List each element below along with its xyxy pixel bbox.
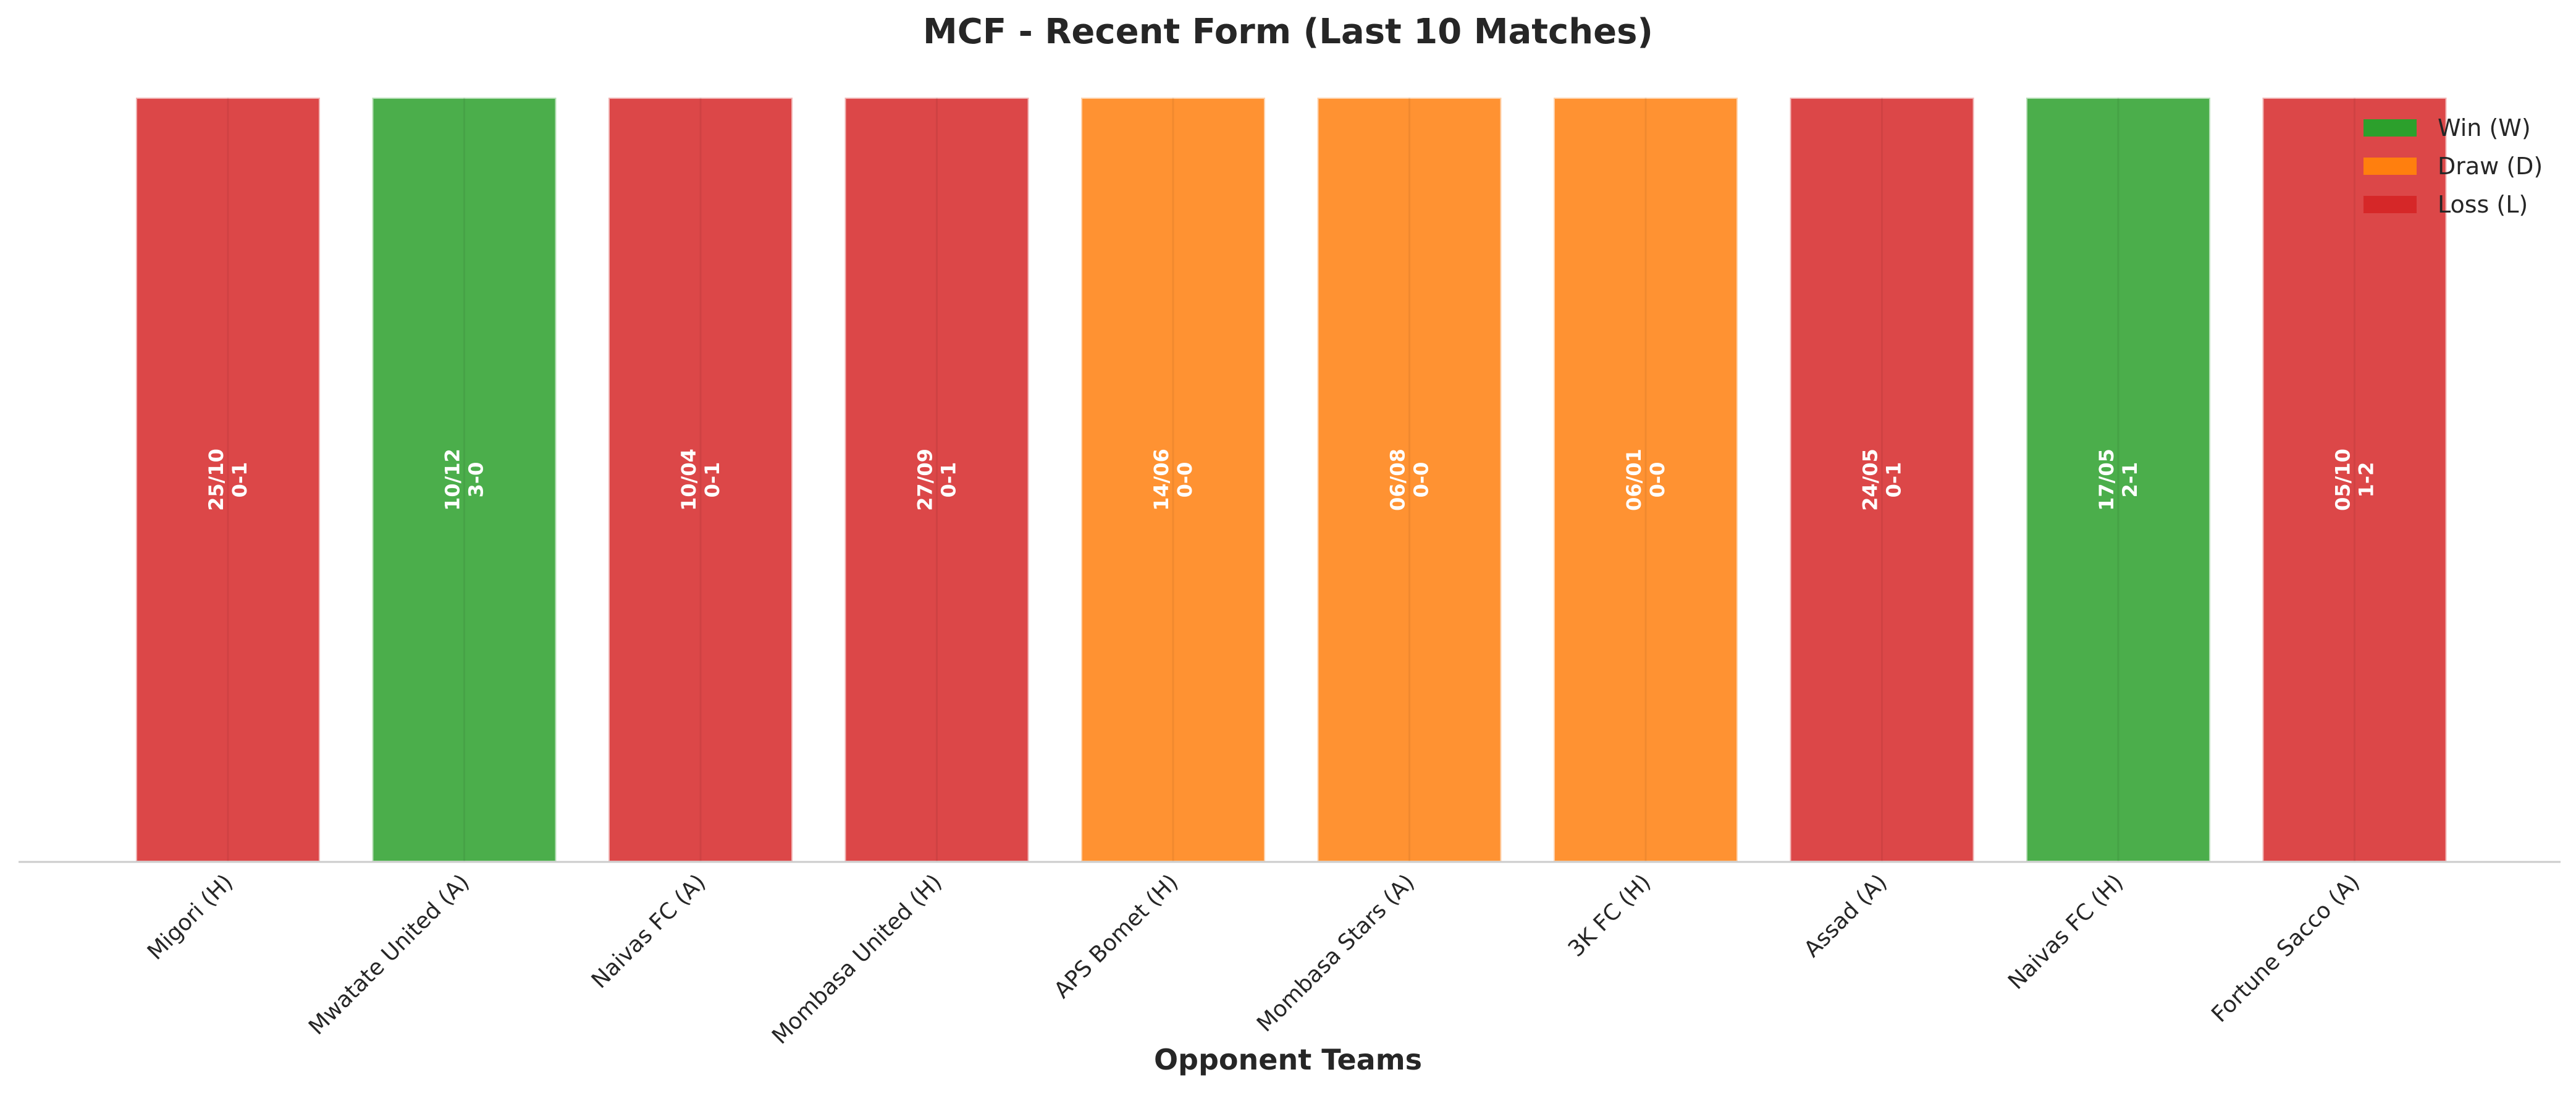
bar-score: 0-0 [1173, 462, 1197, 498]
x-tick-labels: Migori (H) Mwatate United (A) Naivas FC (A… [143, 869, 2365, 1049]
bar-date: 25/10 [204, 449, 228, 511]
bar-10 [2261, 96, 2448, 863]
bar-3 [607, 96, 794, 863]
bar-date: 17/05 [2095, 449, 2118, 511]
bar-date: 27/09 [914, 449, 937, 511]
legend: Win (W) Draw (D) Loss (L) [2363, 114, 2543, 218]
bar-label-4: 27/090-1 [914, 449, 961, 511]
x-tick-label-3: Naivas FC (A) [587, 869, 711, 994]
bar-label-2: 10/123-0 [441, 449, 488, 511]
bar-date: 06/01 [1622, 449, 1646, 511]
bar-date: 24/05 [1859, 449, 1882, 511]
x-tick-label-1: Migori (H) [143, 869, 238, 964]
bar-label-1: 25/100-1 [204, 449, 251, 511]
bar-score: 0-0 [1410, 462, 1433, 498]
bar-7 [1552, 96, 1739, 863]
legend-label-d: Draw (D) [2438, 153, 2543, 180]
bar-score: 0-1 [937, 462, 961, 498]
bar-date: 10/12 [441, 449, 465, 511]
x-tick-label-6: Mombasa Stars (A) [1252, 869, 1420, 1037]
bar-score: 0-1 [1882, 462, 1906, 498]
bar-score: 2-1 [2118, 462, 2142, 498]
legend-swatch-d [2363, 158, 2417, 175]
bar-date: 10/04 [677, 449, 701, 511]
bar-score: 1-2 [2355, 462, 2378, 498]
bar-score: 0-0 [1646, 462, 1669, 498]
x-tick-label-10: Fortune Sacco (A) [2207, 869, 2364, 1027]
bar-label-10: 05/101-2 [2331, 449, 2378, 511]
bar-label-7: 06/010-0 [1622, 449, 1669, 511]
legend-swatch-w [2363, 119, 2417, 137]
bar-label-9: 17/052-1 [2095, 449, 2142, 511]
legend-label-l: Loss (L) [2438, 191, 2528, 218]
x-tick-label-5: APS Bomet (H) [1050, 869, 1184, 1003]
bar-label-5: 14/060-0 [1150, 449, 1197, 511]
x-tick-label-4: Mombasa United (H) [767, 869, 947, 1049]
chart-title: MCF - Recent Form (Last 10 Matches) [923, 12, 1653, 52]
bar-date: 06/08 [1386, 449, 1410, 511]
legend-swatch-l [2363, 196, 2417, 213]
bars-layer: 25/100-1 10/123-0 10/040-1 27/090-1 14/060-0… [135, 96, 2448, 863]
bar-4 [843, 96, 1030, 863]
bar-2 [371, 96, 558, 863]
bar-6 [1316, 96, 1503, 863]
x-tick-label-7: 3K FC (H) [1564, 869, 1656, 961]
bar-score: 3-0 [465, 462, 488, 498]
bar-label-3: 10/040-1 [677, 449, 724, 511]
bar-score: 0-1 [701, 462, 724, 498]
bar-1 [135, 96, 321, 863]
bar-label-6: 06/080-0 [1386, 449, 1433, 511]
bar-date: 05/10 [2331, 449, 2355, 511]
x-tick-label-8: Assad (A) [1799, 869, 1892, 962]
bar-date: 14/06 [1150, 449, 1173, 511]
legend-label-w: Win (W) [2438, 114, 2531, 141]
bar-label-8: 24/050-1 [1859, 449, 1906, 511]
x-axis-label: Opponent Teams [1154, 1043, 1422, 1076]
x-tick-label-9: Naivas FC (H) [2003, 869, 2128, 994]
bar-score: 0-1 [228, 462, 251, 498]
bar-5 [1080, 96, 1266, 863]
x-tick-label-2: Mwatate United (A) [304, 869, 474, 1040]
